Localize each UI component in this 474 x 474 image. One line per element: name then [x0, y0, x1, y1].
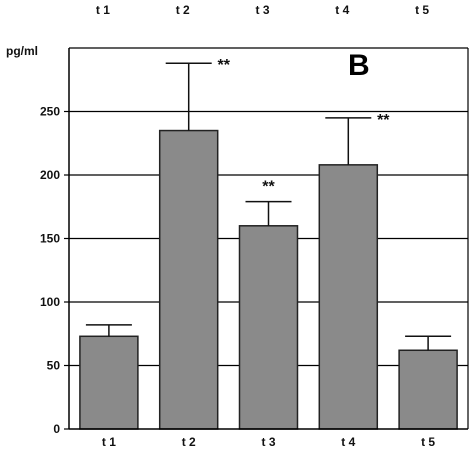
x-tick-labels: t 1 t 2 t 3 t 4 t 5: [102, 435, 436, 449]
significance-marker: **: [262, 179, 275, 196]
y-tick-label: 150: [40, 232, 60, 246]
x-tick-label: t 4: [341, 435, 355, 449]
top-category-label: t 3: [255, 3, 269, 17]
y-axis-unit-label: pg/ml: [6, 44, 38, 58]
bar: [238, 225, 299, 430]
bar: [318, 164, 379, 430]
x-tick-label: t 3: [261, 435, 275, 449]
top-category-labels: t 1 t 2 t 3 t 4 t 5: [96, 3, 430, 17]
bar: [79, 335, 139, 430]
top-category-label: t 2: [176, 3, 190, 17]
top-category-label: t 5: [415, 3, 429, 17]
error-bars: [85, 62, 452, 351]
axes: [64, 48, 469, 430]
panel-label: B: [348, 49, 370, 82]
x-tick-label: t 1: [102, 435, 116, 449]
significance-markers: ** ** **: [217, 57, 390, 195]
y-tick-label: 200: [40, 168, 60, 182]
y-tick-label: 0: [53, 422, 60, 436]
top-category-label: t 1: [96, 3, 110, 17]
y-tick-label: 250: [40, 105, 60, 119]
significance-marker: **: [217, 57, 230, 74]
y-tick-label: 100: [40, 295, 60, 309]
top-category-label: t 4: [335, 3, 349, 17]
significance-marker: **: [377, 112, 390, 129]
y-tick-label: 50: [47, 359, 61, 373]
bar: [158, 129, 219, 430]
x-tick-label: t 2: [182, 435, 196, 449]
y-tick-labels: 0 50 100 150 200 250: [40, 105, 60, 437]
x-tick-label: t 5: [421, 435, 435, 449]
bar: [398, 349, 458, 430]
